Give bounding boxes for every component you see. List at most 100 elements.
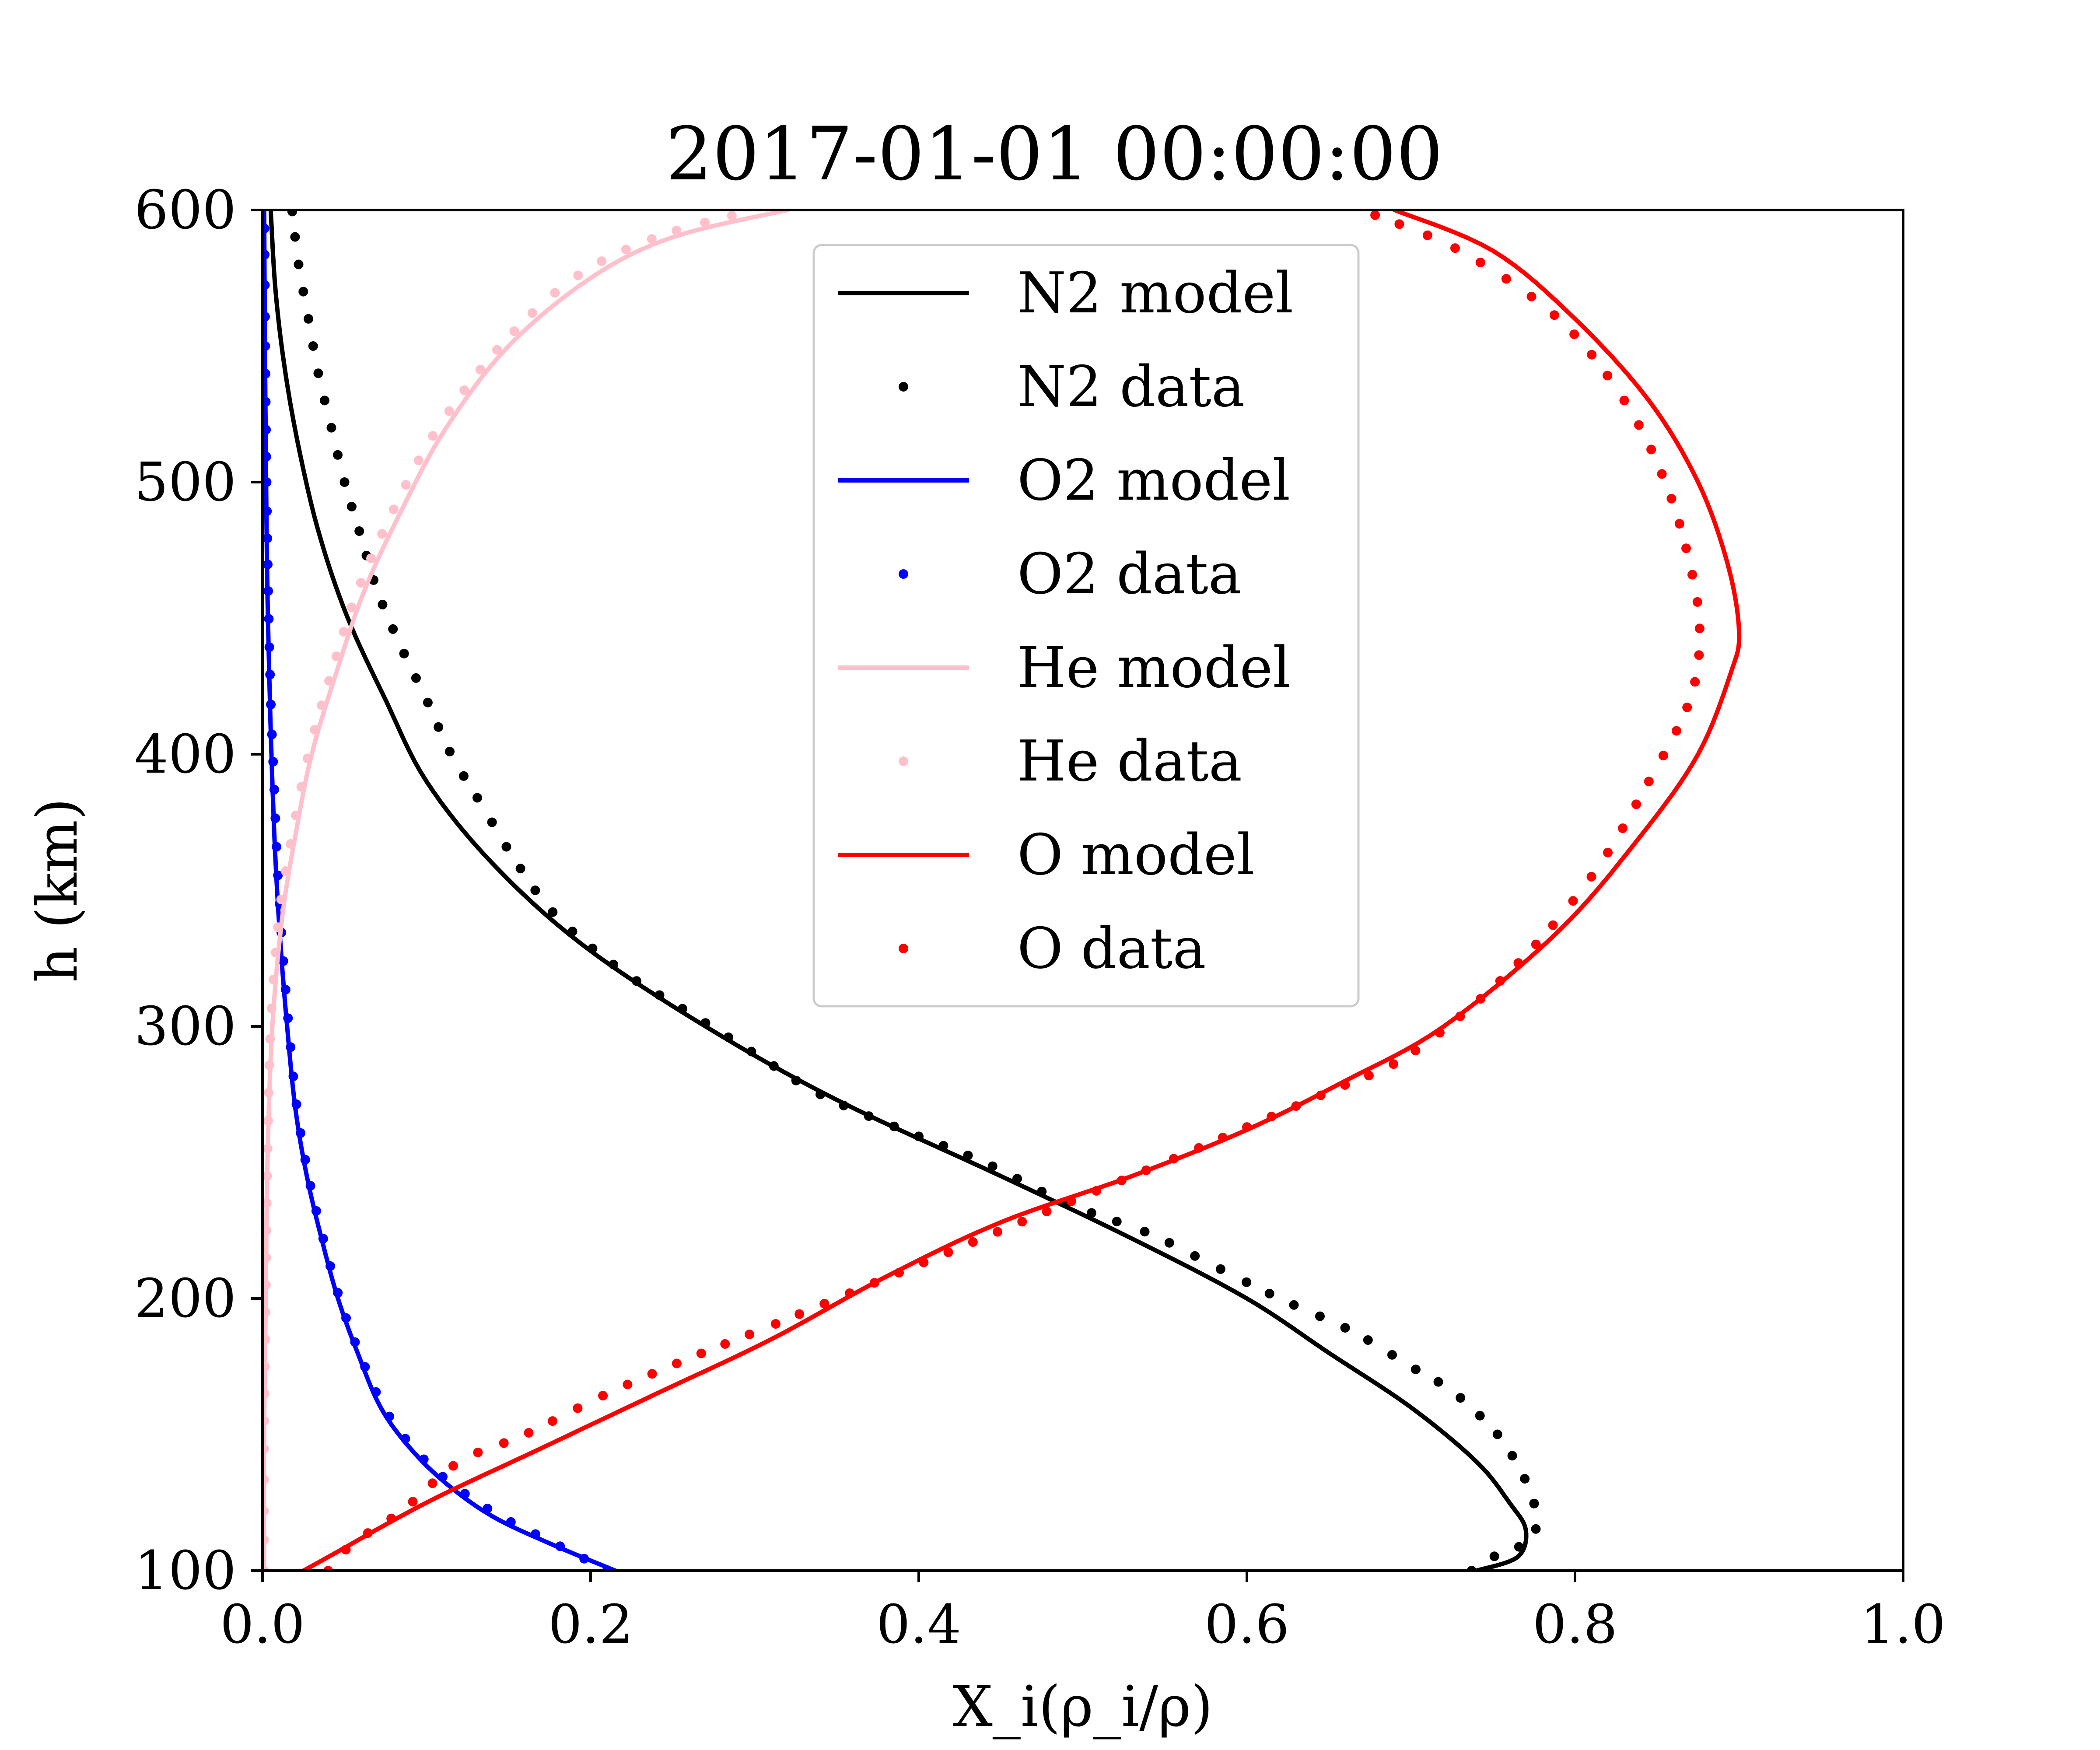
o2-data-point: [262, 280, 270, 290]
n2-data-point: [1363, 1335, 1373, 1345]
he-data-point: [401, 480, 411, 490]
legend-label: He data: [1017, 729, 1242, 794]
y-tick-label: 500: [134, 451, 236, 513]
n2-data-point: [423, 697, 433, 707]
o2-data-point: [296, 1128, 306, 1138]
o-data-point: [1042, 1207, 1052, 1216]
legend-entry-o-data: O data: [899, 916, 1206, 981]
o-data-point: [1389, 1059, 1399, 1069]
o-data-point: [1513, 958, 1523, 968]
n2-data-point: [1340, 1323, 1350, 1333]
o2-data-point: [333, 1288, 343, 1298]
n2-data-point: [1514, 1542, 1524, 1552]
he-data-point: [573, 270, 583, 280]
n2-data-point: [1112, 1217, 1122, 1227]
n2-data-point: [411, 673, 421, 683]
n2-data-point: [1411, 1365, 1421, 1374]
o2-data-point: [305, 1181, 315, 1191]
n2-data-point: [769, 1061, 779, 1071]
x-axis-ticks: 0.0 0.2 0.4 0.6 0.8 1.0: [220, 1571, 1946, 1656]
n2-data-point: [320, 396, 329, 406]
he-data-point: [273, 922, 283, 932]
he-data-point: [262, 1506, 269, 1516]
o-data-point: [1169, 1154, 1179, 1164]
n2-data-point: [654, 990, 665, 1000]
n2-data-point: [889, 1121, 899, 1131]
o2-data-point: [579, 1554, 589, 1564]
o2-data-point: [264, 642, 274, 652]
series-n2-data: [287, 210, 1541, 1571]
he-data-point: [262, 1307, 271, 1317]
he-data-point: [262, 1225, 272, 1236]
n2-data-point: [304, 314, 313, 324]
legend-label: O2 data: [1017, 542, 1242, 607]
o-data-point: [573, 1403, 583, 1413]
o-data-point: [1267, 1112, 1277, 1122]
o-data-point: [547, 1416, 557, 1426]
o-data-point: [1526, 291, 1536, 301]
n2-data-point: [1164, 1238, 1174, 1248]
y-axis-ticks: 100 200 300 400 500 600: [134, 179, 262, 1602]
n2-data-point: [1529, 1498, 1539, 1508]
o-data-point: [943, 1247, 953, 1257]
legend-entry-n2-data: N2 data: [899, 354, 1245, 420]
n2-data-point: [1264, 1288, 1274, 1298]
n2-data-point: [501, 842, 511, 852]
he-data-point: [339, 627, 349, 637]
series-he-data: [262, 211, 737, 1571]
o2-data-point: [264, 614, 274, 624]
legend-entry-he-data: He data: [899, 729, 1242, 794]
o2-data-point: [262, 506, 272, 516]
n2-data-point: [378, 599, 388, 609]
o2-data-point: [483, 1504, 493, 1513]
he-data-point: [268, 975, 278, 984]
he-data-point: [262, 1416, 269, 1426]
n2-data-point: [1456, 1393, 1466, 1403]
x-tick-label: 0.6: [1204, 1593, 1289, 1656]
legend-label: O data: [1017, 916, 1206, 981]
n2-data-point: [1037, 1186, 1047, 1197]
n2-data-point: [346, 502, 357, 511]
o-data-point: [1455, 1012, 1465, 1022]
he-data-point: [475, 364, 485, 374]
o-data-point: [499, 1438, 509, 1448]
he-data-point: [262, 1475, 269, 1485]
n2-data-point: [1190, 1251, 1200, 1261]
legend-label: O model: [1017, 822, 1255, 888]
n2-data-point: [567, 927, 578, 936]
he-data-point: [262, 1171, 272, 1181]
he-data-point: [331, 651, 341, 662]
he-data-point: [597, 256, 607, 266]
n2-data-point: [313, 368, 323, 378]
o-data-point: [1618, 823, 1628, 833]
o2-data-point: [400, 1434, 410, 1444]
o-data-point: [1568, 896, 1578, 906]
he-data-point: [264, 1060, 274, 1070]
o-data-point: [993, 1227, 1002, 1237]
o2-data-point: [280, 985, 290, 994]
n2-data-point: [287, 210, 297, 217]
n2-data-point: [791, 1075, 801, 1085]
n2-data-point: [326, 423, 336, 433]
n2-data-point: [609, 959, 618, 970]
o2-data-point: [272, 842, 281, 852]
series-o-model: [301, 210, 1742, 1571]
o-data-point: [1569, 329, 1579, 340]
o2-data-point: [385, 1411, 394, 1421]
o2-data-point: [262, 452, 271, 462]
o-data-point: [1681, 543, 1691, 553]
o-data-point: [1218, 1133, 1228, 1142]
legend-entries: N2 model N2 data O2 model O2 data He model He…: [838, 261, 1293, 981]
o-data-point: [1066, 1196, 1076, 1206]
n2-data-point: [963, 1151, 973, 1160]
o-data-point: [1316, 1090, 1326, 1100]
o2-data-point: [265, 669, 275, 679]
he-data-point: [527, 308, 537, 318]
o-data-point: [1690, 677, 1700, 687]
o-data-point: [598, 1391, 608, 1401]
x-tick-label: 0.8: [1533, 1593, 1617, 1656]
n2-data-point: [1012, 1174, 1022, 1184]
o2-data-point: [262, 369, 270, 379]
legend-swatch: [899, 569, 908, 579]
he-data-point: [459, 385, 469, 395]
